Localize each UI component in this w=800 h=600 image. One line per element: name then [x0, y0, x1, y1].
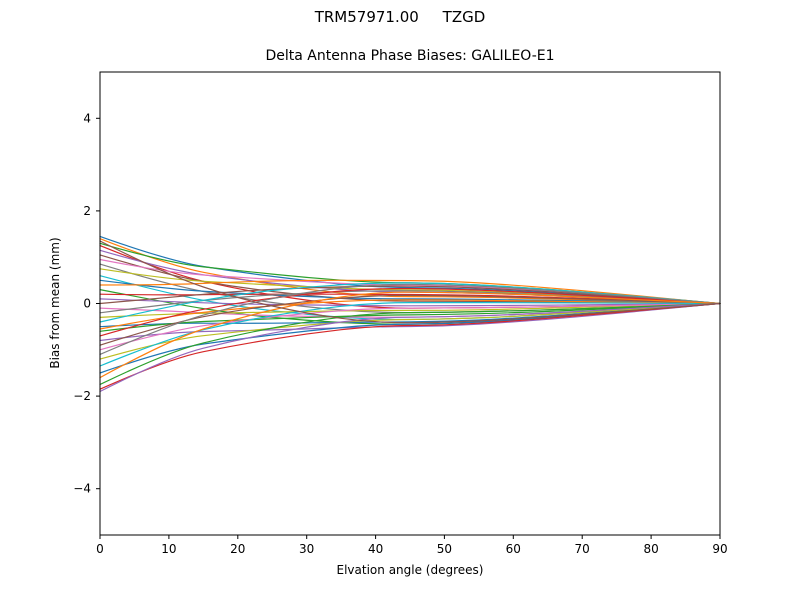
axes-title: Delta Antenna Phase Biases: GALILEO-E1	[265, 48, 555, 64]
series-line-28	[99, 302, 721, 360]
y-tick-label: 0	[83, 297, 91, 311]
x-tick-label: 0	[96, 542, 104, 556]
x-tick-label: 50	[437, 542, 452, 556]
series-line-15	[99, 285, 721, 305]
series-line-14	[99, 298, 721, 307]
y-tick-label: 2	[83, 204, 91, 218]
x-tick-label: 40	[368, 542, 383, 556]
x-tick-label: 80	[643, 542, 658, 556]
x-tick-label: 10	[161, 542, 176, 556]
series-line-10	[99, 279, 721, 305]
series-line-24	[99, 302, 721, 342]
series-line-35	[99, 240, 721, 324]
series-line-1	[99, 238, 721, 305]
y-tick-label: −2	[73, 389, 91, 403]
series-line-32	[99, 302, 721, 386]
figure-title: TRM57971.00 TZGD	[314, 8, 486, 26]
y-tick-label: −4	[73, 482, 91, 496]
series-line-29	[99, 302, 721, 367]
series-line-27	[99, 283, 721, 355]
x-tick-label: 30	[299, 542, 314, 556]
series-line-25	[99, 294, 721, 346]
series-line-22	[99, 302, 721, 332]
series-line-21	[99, 299, 721, 330]
series-line-19	[99, 282, 721, 323]
series-line-33	[99, 302, 721, 390]
y-tick-label: 4	[83, 111, 91, 125]
x-tick-label: 60	[506, 542, 521, 556]
x-axis-label: Elvation angle (degrees)	[336, 563, 484, 577]
series-line-11	[99, 279, 721, 305]
x-tick-label: 70	[575, 542, 590, 556]
x-tick-label: 90	[712, 542, 727, 556]
series-line-34	[99, 302, 721, 393]
series-line-26	[99, 302, 721, 351]
series-line-31	[99, 291, 721, 379]
y-axis-label: Bias from mean (mm)	[48, 237, 62, 369]
series-line-23	[99, 287, 721, 337]
x-tick-label: 20	[230, 542, 245, 556]
